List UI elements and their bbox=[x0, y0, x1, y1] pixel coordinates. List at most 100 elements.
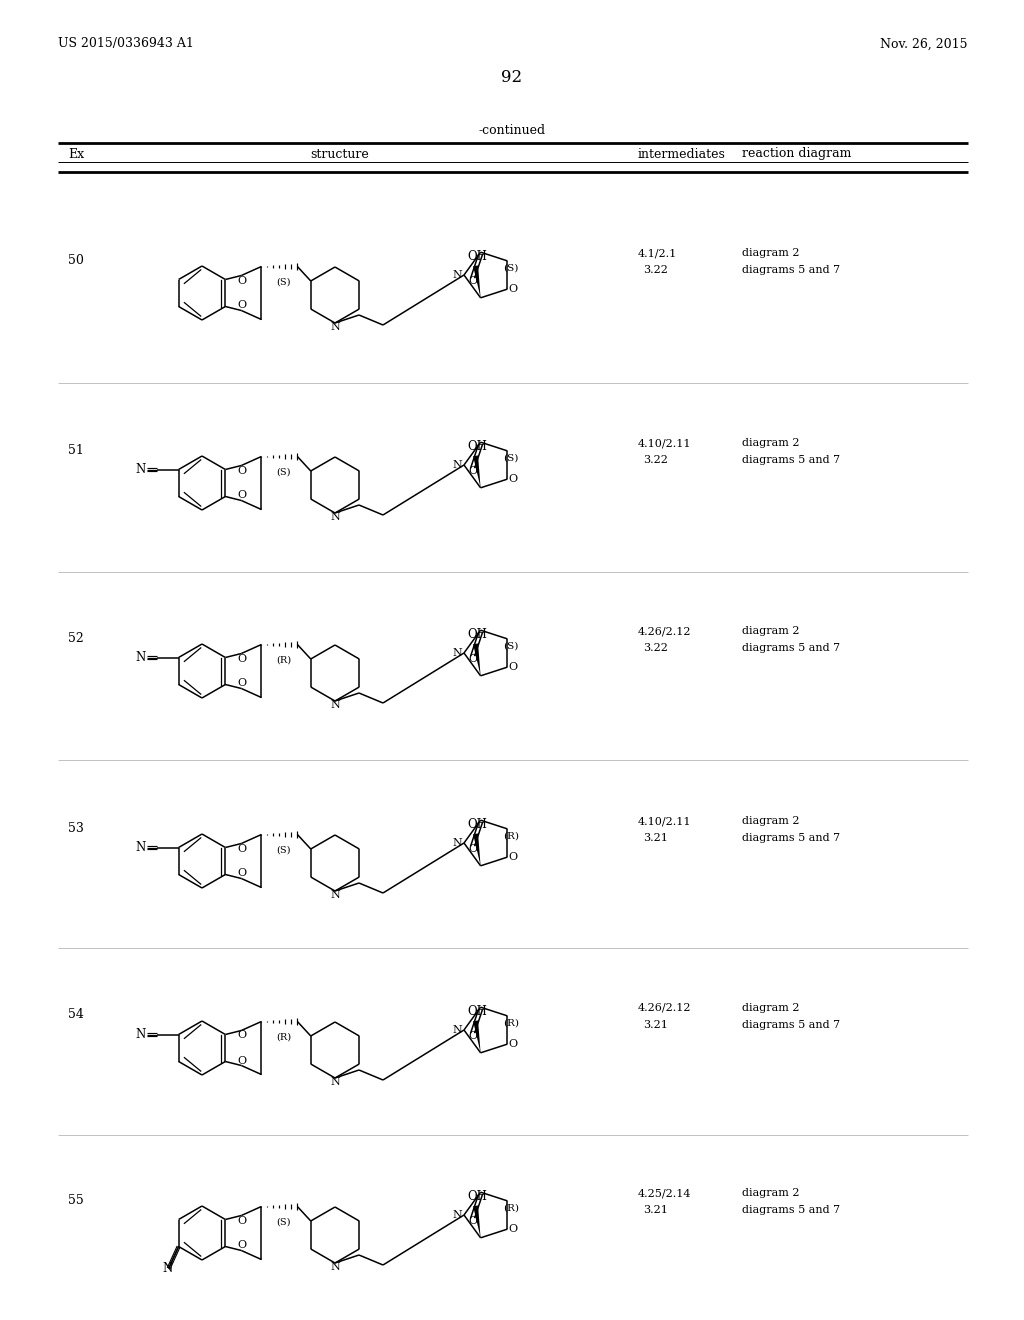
Text: N: N bbox=[453, 1210, 462, 1220]
Text: 3.21: 3.21 bbox=[643, 1020, 669, 1030]
Text: N: N bbox=[330, 890, 340, 900]
Polygon shape bbox=[473, 1205, 480, 1238]
Text: O: O bbox=[509, 853, 517, 862]
Text: O: O bbox=[468, 845, 477, 854]
Text: diagrams 5 and 7: diagrams 5 and 7 bbox=[742, 455, 840, 465]
Text: O: O bbox=[468, 466, 477, 477]
Text: diagram 2: diagram 2 bbox=[742, 626, 800, 636]
Text: 3.22: 3.22 bbox=[643, 265, 669, 275]
Text: (R): (R) bbox=[275, 656, 291, 665]
Text: 51: 51 bbox=[68, 444, 84, 457]
Text: N: N bbox=[135, 651, 145, 664]
Text: O: O bbox=[509, 284, 517, 294]
Text: (R): (R) bbox=[275, 1034, 291, 1041]
Text: N: N bbox=[135, 1028, 145, 1041]
Text: O: O bbox=[238, 1216, 247, 1225]
Text: N: N bbox=[135, 841, 145, 854]
Text: (S): (S) bbox=[276, 846, 291, 855]
Text: 54: 54 bbox=[68, 1008, 84, 1022]
Text: O: O bbox=[468, 655, 477, 664]
Text: (R): (R) bbox=[504, 1204, 519, 1212]
Text: diagrams 5 and 7: diagrams 5 and 7 bbox=[742, 833, 840, 843]
Text: O: O bbox=[509, 663, 517, 672]
Text: 50: 50 bbox=[68, 253, 84, 267]
Text: 3.21: 3.21 bbox=[643, 833, 669, 843]
Text: O: O bbox=[238, 276, 247, 285]
Text: OH: OH bbox=[468, 1006, 487, 1018]
Text: O: O bbox=[468, 1216, 477, 1226]
Text: O: O bbox=[238, 678, 247, 689]
Text: 92: 92 bbox=[502, 70, 522, 87]
Text: OH: OH bbox=[468, 628, 487, 642]
Text: O: O bbox=[238, 1241, 247, 1250]
Text: OH: OH bbox=[468, 441, 487, 453]
Text: US 2015/0336943 A1: US 2015/0336943 A1 bbox=[58, 37, 194, 50]
Text: diagram 2: diagram 2 bbox=[742, 816, 800, 826]
Text: OH: OH bbox=[468, 251, 487, 263]
Text: 4.26/2.12: 4.26/2.12 bbox=[638, 626, 691, 636]
Text: O: O bbox=[238, 653, 247, 664]
Text: (S): (S) bbox=[504, 642, 519, 651]
Text: (R): (R) bbox=[504, 1018, 519, 1027]
Text: OH: OH bbox=[468, 818, 487, 832]
Text: 4.10/2.11: 4.10/2.11 bbox=[638, 438, 691, 447]
Text: (S): (S) bbox=[276, 469, 291, 477]
Text: diagrams 5 and 7: diagrams 5 and 7 bbox=[742, 1205, 840, 1214]
Text: O: O bbox=[468, 1031, 477, 1041]
Text: N: N bbox=[135, 463, 145, 477]
Text: 4.25/2.14: 4.25/2.14 bbox=[638, 1188, 691, 1199]
Text: (S): (S) bbox=[276, 279, 291, 286]
Text: N: N bbox=[330, 512, 340, 521]
Text: 4.1/2.1: 4.1/2.1 bbox=[638, 248, 677, 257]
Text: 3.22: 3.22 bbox=[643, 643, 669, 653]
Polygon shape bbox=[473, 833, 480, 866]
Text: 3.21: 3.21 bbox=[643, 1205, 669, 1214]
Text: N: N bbox=[453, 459, 462, 470]
Text: (S): (S) bbox=[504, 453, 519, 462]
Text: N: N bbox=[453, 271, 462, 280]
Text: N: N bbox=[330, 700, 340, 710]
Text: N: N bbox=[453, 648, 462, 657]
Text: (S): (S) bbox=[276, 1218, 291, 1228]
Text: 3.22: 3.22 bbox=[643, 455, 669, 465]
Text: 53: 53 bbox=[68, 821, 84, 834]
Text: N: N bbox=[330, 1262, 340, 1272]
Text: N: N bbox=[163, 1262, 173, 1275]
Text: O: O bbox=[238, 491, 247, 500]
Text: -continued: -continued bbox=[478, 124, 546, 136]
Text: O: O bbox=[238, 466, 247, 475]
Text: structure: structure bbox=[310, 148, 370, 161]
Text: O: O bbox=[238, 301, 247, 310]
Polygon shape bbox=[473, 1020, 480, 1053]
Text: diagrams 5 and 7: diagrams 5 and 7 bbox=[742, 265, 840, 275]
Text: O: O bbox=[509, 1224, 517, 1234]
Text: (R): (R) bbox=[504, 832, 519, 841]
Text: 4.26/2.12: 4.26/2.12 bbox=[638, 1003, 691, 1012]
Text: diagrams 5 and 7: diagrams 5 and 7 bbox=[742, 643, 840, 653]
Text: diagram 2: diagram 2 bbox=[742, 248, 800, 257]
Text: intermediates: intermediates bbox=[638, 148, 726, 161]
Text: diagrams 5 and 7: diagrams 5 and 7 bbox=[742, 1020, 840, 1030]
Text: diagram 2: diagram 2 bbox=[742, 1188, 800, 1199]
Text: diagram 2: diagram 2 bbox=[742, 438, 800, 447]
Text: 52: 52 bbox=[68, 631, 84, 644]
Text: (S): (S) bbox=[504, 263, 519, 272]
Text: O: O bbox=[509, 1039, 517, 1049]
Text: N: N bbox=[453, 1026, 462, 1035]
Text: O: O bbox=[238, 1056, 247, 1065]
Text: O: O bbox=[238, 1031, 247, 1040]
Text: 4.10/2.11: 4.10/2.11 bbox=[638, 816, 691, 826]
Text: O: O bbox=[238, 869, 247, 879]
Text: Ex: Ex bbox=[68, 148, 84, 161]
Text: N: N bbox=[453, 838, 462, 847]
Text: Nov. 26, 2015: Nov. 26, 2015 bbox=[881, 37, 968, 50]
Text: reaction diagram: reaction diagram bbox=[742, 148, 851, 161]
Polygon shape bbox=[473, 265, 480, 298]
Text: N: N bbox=[330, 322, 340, 333]
Text: diagram 2: diagram 2 bbox=[742, 1003, 800, 1012]
Polygon shape bbox=[473, 643, 480, 676]
Text: OH: OH bbox=[468, 1191, 487, 1204]
Text: O: O bbox=[238, 843, 247, 854]
Text: O: O bbox=[509, 474, 517, 484]
Text: 55: 55 bbox=[68, 1193, 84, 1206]
